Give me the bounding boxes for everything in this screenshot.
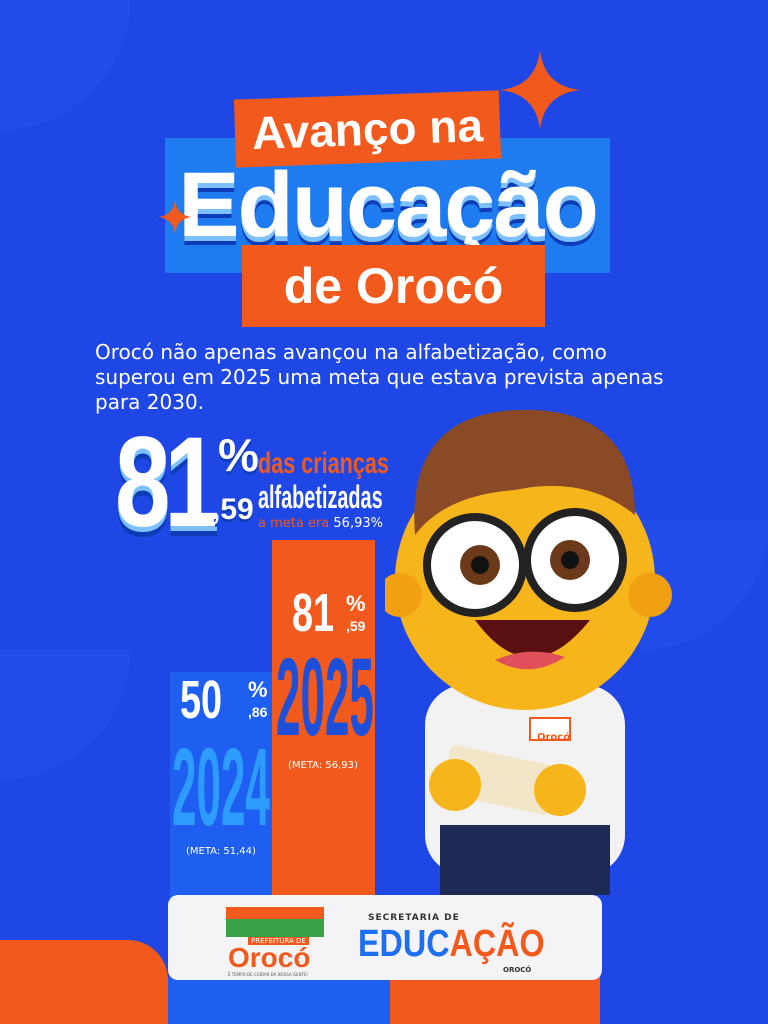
bar-2024-meta: (META: 51,44) <box>186 846 256 857</box>
bar-2025-percent: % <box>346 591 366 616</box>
highlight-label-1: das crianças <box>258 447 389 480</box>
bar-2024-percent: % <box>248 677 268 702</box>
mascot-illustration <box>385 409 672 895</box>
mascot-badge: Orocó <box>537 732 571 743</box>
sparkle-icon <box>158 200 192 234</box>
educacao-logo-sub: OROCÓ <box>503 966 532 974</box>
secretaria-label: SECRETARIA DE <box>368 913 460 923</box>
prefeitura-logo-top: PREFEITURA DE <box>248 937 309 945</box>
prefeitura-logo-art <box>226 907 324 937</box>
meta-prefix: a meta era <box>258 516 330 531</box>
bar-2024-value: 50 <box>180 670 223 730</box>
bg-shape <box>0 0 130 130</box>
bar-2024-year: 2024 <box>172 726 270 849</box>
highlight-integer: 81 <box>115 411 220 554</box>
bg-shape <box>0 650 130 780</box>
title-line-1: Avanço na <box>233 90 502 168</box>
sparkle-icon <box>500 50 580 130</box>
prefeitura-logo-name: Orocó <box>228 942 311 973</box>
footer-logos: PREFEITURA DE Orocó É TEMPO DE CUIDAR DA… <box>168 895 602 980</box>
prefeitura-logo-slogan: É TEMPO DE CUIDAR DA NOSSA GENTE! <box>228 972 309 977</box>
bottom-strip <box>0 940 168 1024</box>
meta-value: 56,93% <box>333 516 383 531</box>
highlight-meta: a meta era 56,93% <box>258 516 383 532</box>
bar-2025-decimal: ,59 <box>346 618 366 634</box>
educacao-logo-b: AÇÃO <box>449 923 545 965</box>
bar-2025-meta: (META: 56,93) <box>288 760 358 771</box>
educacao-logo-a: EDUC <box>358 923 450 965</box>
highlight-label-2: alfabetizadas <box>258 479 383 515</box>
bar-2024-decimal: ,86 <box>248 704 268 720</box>
highlight-percent: % <box>218 429 259 481</box>
highlight-decimal: ,59 <box>212 493 254 526</box>
title-line-3: de Orocó <box>242 245 545 327</box>
bar-2025-year: 2025 <box>276 636 374 759</box>
educacao-logo: EDUCAÇÃO <box>358 924 545 964</box>
intro-text: Orocó não apenas avançou na alfabetizaçã… <box>95 340 664 414</box>
bar-2025-value: 81 <box>292 583 335 643</box>
